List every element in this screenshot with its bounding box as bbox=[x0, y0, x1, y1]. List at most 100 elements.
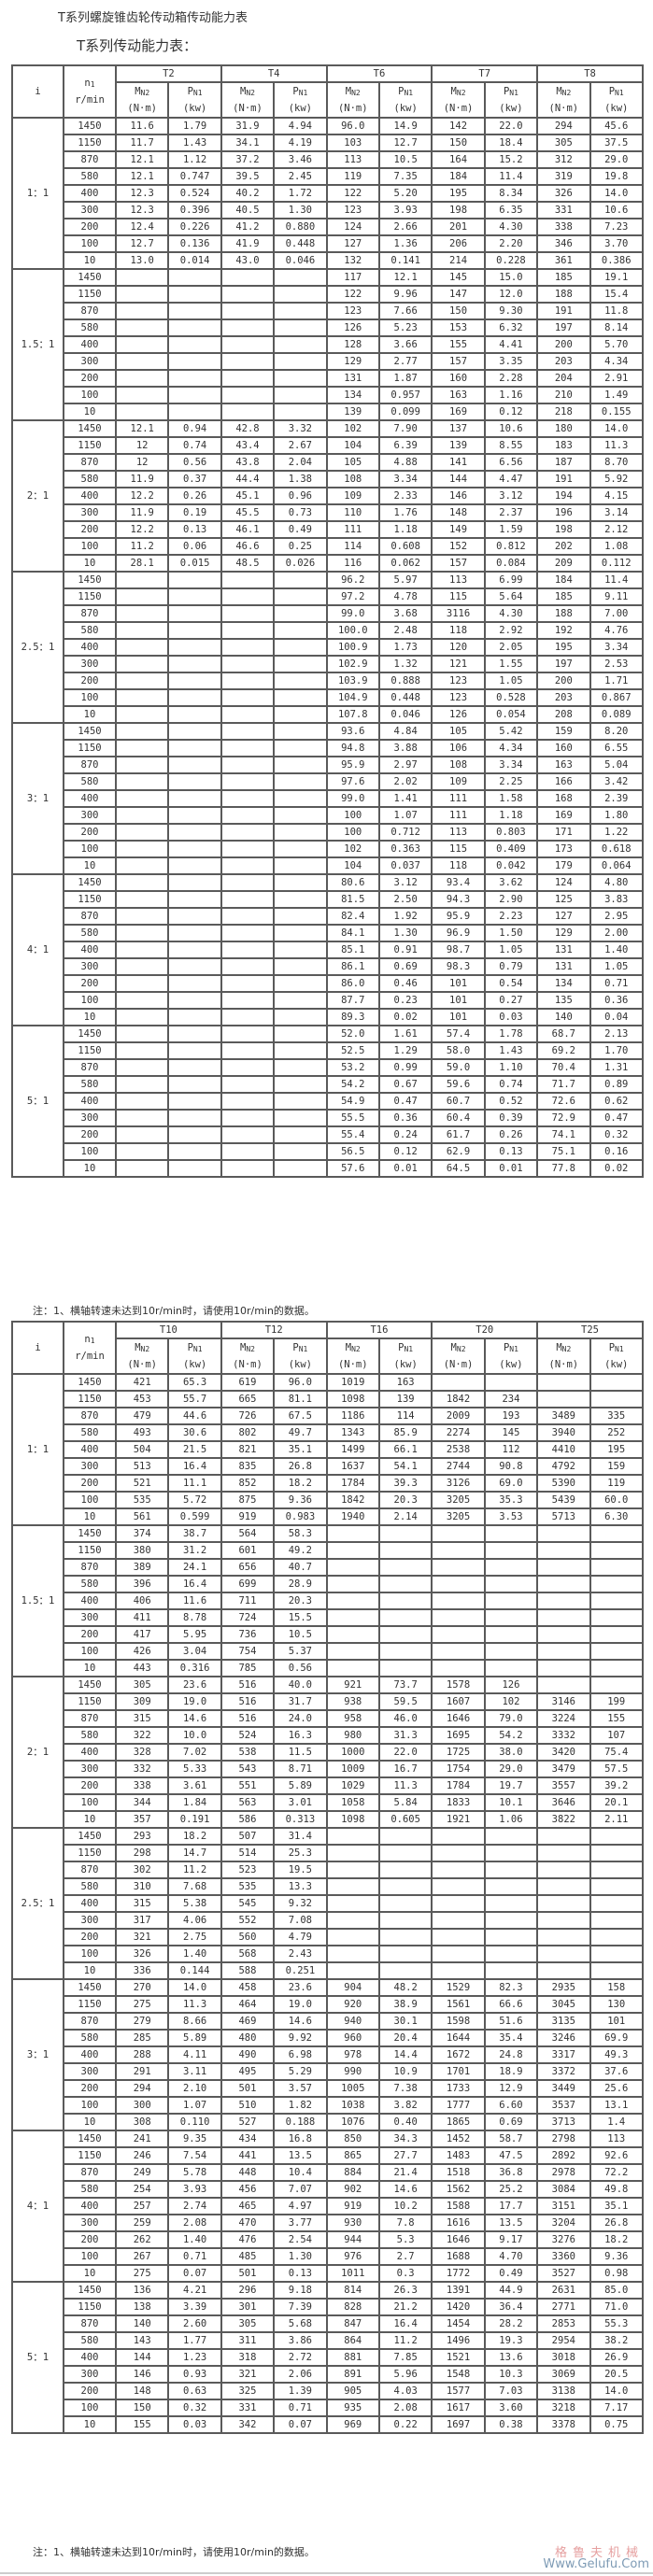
torque-cell: 46.1 bbox=[220, 520, 276, 539]
power-cell: 5.64 bbox=[483, 587, 539, 606]
table-row: 200 321 2.75 560 4.79 bbox=[12, 1928, 644, 1946]
speed-cell: 870 bbox=[63, 2314, 117, 2333]
torque-cell bbox=[220, 772, 276, 791]
power-cell: 3.35 bbox=[483, 352, 539, 371]
torque-cell: 969 bbox=[325, 2415, 380, 2434]
speed-cell: 100 bbox=[63, 2096, 117, 2115]
torque-cell bbox=[114, 318, 170, 337]
torque-cell: 168 bbox=[536, 789, 591, 808]
torque-cell: 3116 bbox=[431, 604, 486, 623]
power-cell: 2.00 bbox=[589, 924, 644, 942]
power-cell: 0.226 bbox=[167, 218, 222, 236]
table-row: 300 86.1 0.69 98.3 0.79 131 1.05 bbox=[12, 957, 644, 976]
speed-cell: 580 bbox=[63, 2180, 117, 2199]
table-row: 400 144 1.23 318 2.72 881 7.85 1521 13.6 3018 26.9 bbox=[12, 2348, 644, 2367]
speed-cell: 1450 bbox=[63, 1676, 117, 1694]
torque-cell: 865 bbox=[325, 2146, 380, 2165]
torque-cell: 275 bbox=[114, 1995, 170, 2014]
power-cell: 1.08 bbox=[589, 537, 644, 556]
speed-cell: 400 bbox=[63, 2197, 117, 2215]
torque-cell: 180 bbox=[536, 419, 591, 438]
torque-cell bbox=[536, 1928, 591, 1946]
torque-cell bbox=[536, 1642, 591, 1661]
torque-cell: 259 bbox=[114, 2214, 170, 2232]
header-model: T2 bbox=[115, 64, 222, 83]
power-cell bbox=[483, 1541, 539, 1560]
torque-cell: 588 bbox=[220, 1961, 276, 1980]
power-cell: 14.0 bbox=[589, 184, 644, 203]
power-cell bbox=[273, 302, 328, 320]
power-cell bbox=[167, 756, 222, 774]
power-cell: 1.16 bbox=[483, 386, 539, 404]
power-cell: 2.48 bbox=[377, 621, 433, 640]
torque-cell: 279 bbox=[114, 2012, 170, 2031]
power-cell: 0.409 bbox=[483, 840, 539, 858]
table-row: 10 13.0 0.014 43.0 0.046 132 0.141 214 0.228 361 0… bbox=[12, 251, 644, 270]
torque-cell: 1454 bbox=[431, 2314, 486, 2333]
power-cell: 10.6 bbox=[589, 201, 644, 219]
power-cell: 4.30 bbox=[483, 604, 539, 623]
power-cell bbox=[589, 1541, 644, 1560]
power-cell bbox=[273, 789, 328, 808]
torque-cell: 169 bbox=[431, 403, 486, 421]
power-cell: 66.6 bbox=[483, 1995, 539, 2014]
header-torque-subscript: N2 bbox=[140, 1345, 150, 1353]
torque-cell: 1607 bbox=[431, 1692, 486, 1711]
torque-cell: 479 bbox=[114, 1407, 170, 1425]
power-cell: 54.2 bbox=[483, 1726, 539, 1745]
power-cell: 18.4 bbox=[483, 134, 539, 152]
power-cell bbox=[273, 840, 328, 858]
torque-cell: 1784 bbox=[431, 1776, 486, 1795]
power-cell: 7.00 bbox=[589, 604, 644, 623]
ratio-cell: 2.5：1 bbox=[11, 571, 64, 724]
power-cell bbox=[167, 856, 222, 875]
torque-cell: 111 bbox=[325, 520, 380, 539]
power-cell bbox=[167, 1058, 222, 1077]
torque-cell: 361 bbox=[536, 251, 591, 270]
power-cell: 29.0 bbox=[483, 1760, 539, 1778]
table-row: 1150 12 0.74 43.4 2.67 104 6.39 139 8.55 183 11.3 bbox=[12, 436, 644, 455]
torque-cell bbox=[220, 823, 276, 842]
speed-cell: 1450 bbox=[63, 1373, 117, 1392]
power-cell: 58.7 bbox=[483, 2130, 539, 2148]
torque-cell: 331 bbox=[220, 2399, 276, 2417]
speed-cell: 580 bbox=[63, 2029, 117, 2047]
torque-cell bbox=[220, 941, 276, 959]
torque-cell: 42.8 bbox=[220, 419, 276, 438]
torque-cell: 34.1 bbox=[220, 134, 276, 152]
table-row: 100 535 5.72 875 9.36 1842 20.3 3205 35.3 5439 60.… bbox=[12, 1491, 644, 1509]
header-power-subscript: N1 bbox=[298, 89, 308, 97]
power-cell: 2.06 bbox=[273, 2365, 328, 2384]
power-cell: 159 bbox=[589, 1457, 644, 1476]
table-row: 870 12.1 1.12 37.2 3.46 113 10.5 164 15.2 312 29.0 bbox=[12, 150, 644, 169]
torque-cell: 1452 bbox=[431, 2130, 486, 2148]
power-cell: 13.5 bbox=[483, 2214, 539, 2232]
torque-cell: 476 bbox=[220, 2230, 276, 2249]
power-cell: 44.6 bbox=[167, 1407, 222, 1425]
table-row: 10 139 0.099 169 0.12 218 0.155 bbox=[12, 403, 644, 421]
speed-cell: 400 bbox=[63, 1894, 117, 1913]
header-power-unit: (kw) bbox=[393, 1359, 418, 1370]
power-cell: 11.5 bbox=[273, 1743, 328, 1762]
torque-cell: 905 bbox=[325, 2382, 380, 2400]
header-torque-unit: (N·m) bbox=[443, 103, 474, 114]
speed-cell: 1150 bbox=[63, 2298, 117, 2316]
torque-cell: 70.4 bbox=[536, 1058, 591, 1077]
bottom-divider bbox=[0, 2572, 653, 2574]
table-row: 400 288 4.11 490 6.98 978 14.4 1672 24.8 3317 49.3 bbox=[12, 2045, 644, 2064]
power-cell: 3.57 bbox=[273, 2079, 328, 2098]
table-row: 300 259 2.08 470 3.77 930 7.8 1616 13.5 3204 26.8 bbox=[12, 2214, 644, 2232]
table-row: 10 104 0.037 118 0.042 179 0.064 bbox=[12, 856, 644, 875]
speed-cell: 870 bbox=[63, 604, 117, 623]
speed-cell: 100 bbox=[63, 234, 117, 253]
torque-cell: 129 bbox=[536, 924, 591, 942]
power-cell bbox=[167, 1008, 222, 1026]
speed-cell: 1450 bbox=[63, 571, 117, 589]
header-torque: MN2 (N·m) bbox=[431, 81, 486, 119]
power-cell: 3.32 bbox=[273, 419, 328, 438]
header-power-label: PN1 bbox=[503, 86, 518, 97]
speed-cell: 400 bbox=[63, 2045, 117, 2064]
speed-cell: 100 bbox=[63, 2247, 117, 2266]
torque-cell: 198 bbox=[536, 520, 591, 539]
header-power-subscript: N1 bbox=[404, 89, 414, 97]
